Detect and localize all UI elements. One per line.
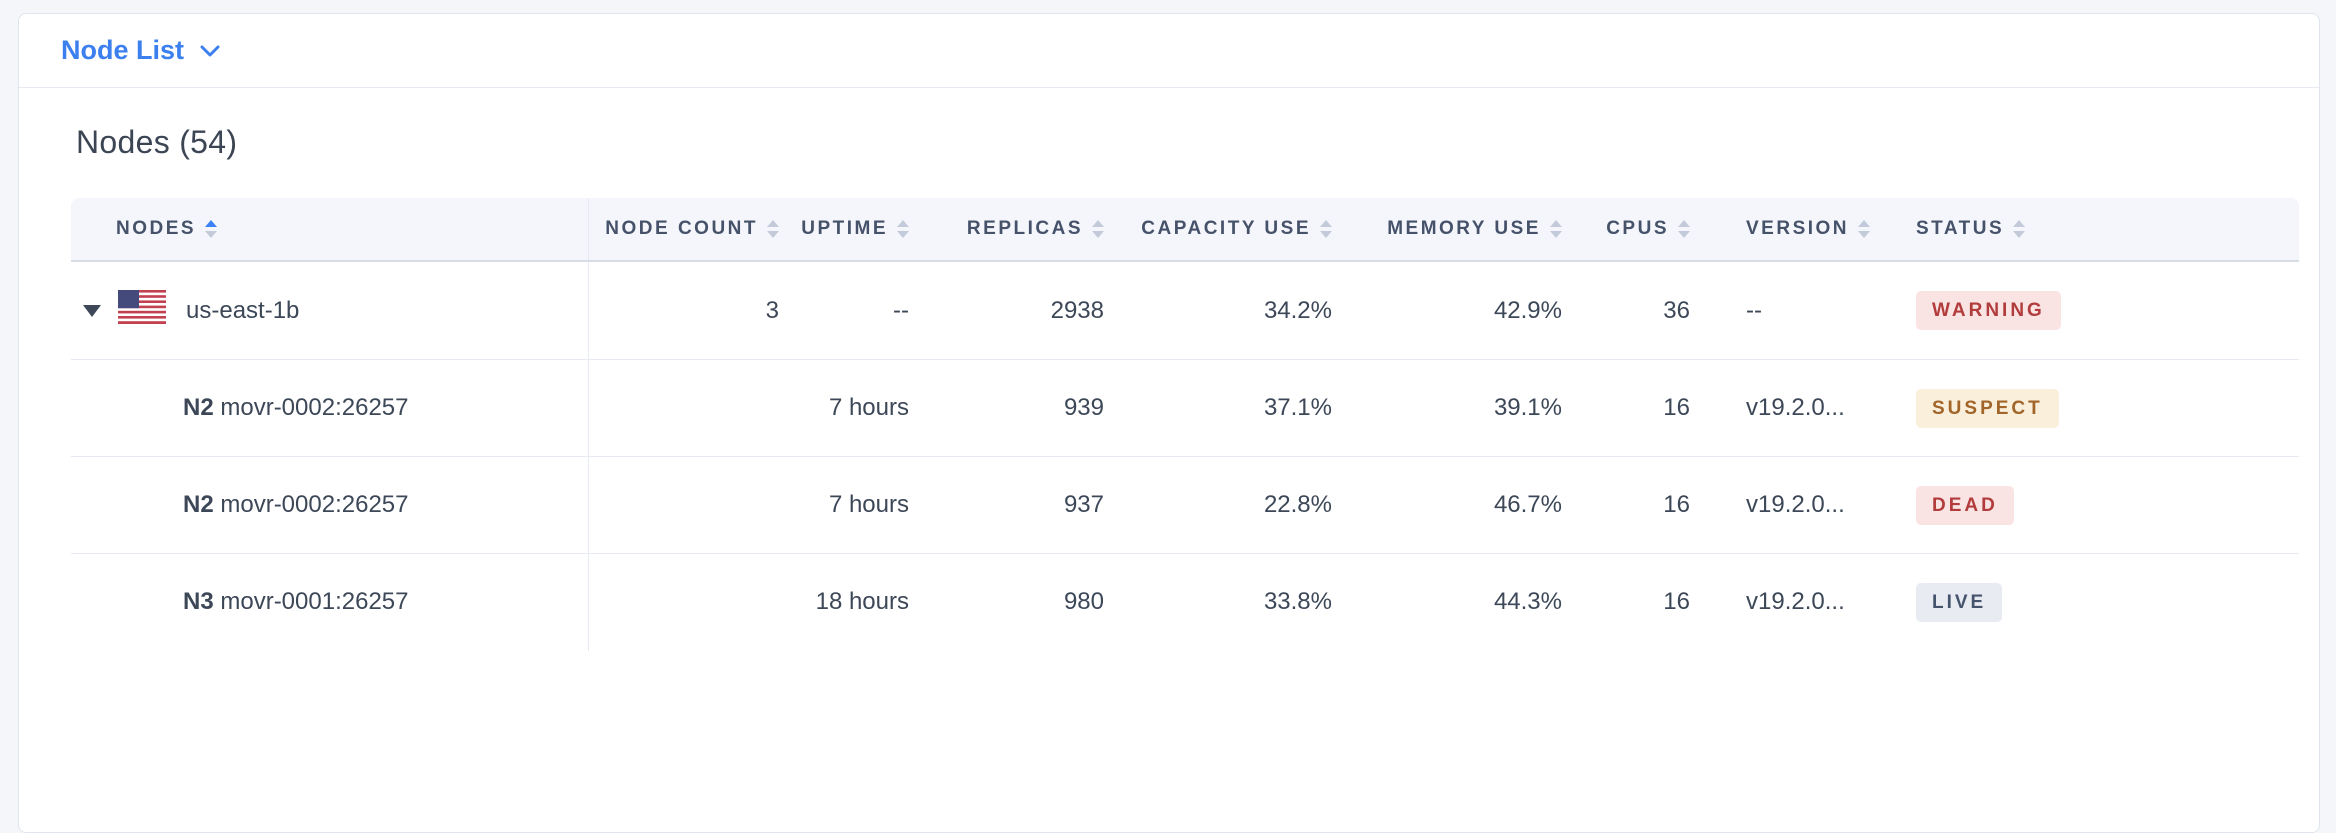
cell-cpus: 16: [1576, 359, 1704, 457]
cell-capacity-use: 33.8%: [1118, 553, 1346, 651]
column-header-uptime[interactable]: UPTIME: [793, 198, 923, 262]
status-badge: WARNING: [1916, 291, 2061, 330]
cell-node-count: [588, 456, 793, 554]
column-label: NODE COUNT: [605, 218, 758, 239]
column-label: NODES: [116, 218, 197, 239]
sort-icon: [767, 220, 779, 238]
cell-cpus: 36: [1576, 261, 1704, 360]
cell-uptime: --: [793, 261, 923, 360]
sort-icon: [897, 220, 909, 238]
cell-status: DEAD: [1876, 456, 2299, 554]
column-header-status[interactable]: STATUS: [1876, 198, 2299, 262]
sort-icon: [2013, 220, 2026, 238]
column-header-cpus[interactable]: CPUS: [1576, 198, 1704, 262]
sort-icon: [1550, 220, 1562, 238]
column-header-version[interactable]: VERSION: [1704, 198, 1876, 262]
cell-cpus: 16: [1576, 456, 1704, 554]
cell-node-count: 3: [588, 261, 793, 360]
us-flag-icon: [118, 290, 166, 331]
column-label: CAPACITY USE: [1141, 218, 1311, 239]
cell-capacity-use: 22.8%: [1118, 456, 1346, 554]
cell-memory-use: 42.9%: [1346, 261, 1576, 360]
status-badge: DEAD: [1916, 485, 2014, 525]
nodes-table: NODES NODE COUNT UPTIME: [71, 198, 2299, 651]
sort-icon: [1092, 220, 1104, 238]
view-switcher-dropdown[interactable]: Node List: [61, 35, 220, 66]
cell-replicas: 939: [923, 359, 1118, 457]
card-header: Node List: [19, 14, 2319, 88]
cell-uptime: 7 hours: [793, 456, 923, 554]
cell-version: --: [1704, 261, 1876, 360]
column-header-replicas[interactable]: REPLICAS: [923, 198, 1118, 262]
sort-icon: [205, 220, 218, 238]
node-address: movr-0002:26257: [220, 394, 409, 421]
cell-uptime: 7 hours: [793, 359, 923, 457]
column-label: VERSION: [1746, 218, 1850, 239]
sort-icon: [1678, 220, 1690, 238]
node-row: N2 movr-0002:26257 7 hours 939 37.1% 39.…: [71, 359, 2299, 457]
cell-memory-use: 39.1%: [1346, 359, 1576, 457]
cell-cpus: 16: [1576, 553, 1704, 651]
cell-version: v19.2.0...: [1704, 553, 1876, 651]
cell-status: WARNING: [1876, 261, 2299, 360]
region-name[interactable]: us-east-1b: [186, 296, 300, 324]
node-link[interactable]: N2 movr-0002:26257: [71, 394, 588, 422]
column-label: CPUS: [1606, 218, 1669, 239]
table-header-row: NODES NODE COUNT UPTIME: [71, 198, 2299, 262]
status-badge: LIVE: [1916, 582, 2003, 622]
node-list-card: Node List Nodes (54) NODES: [18, 13, 2320, 833]
status-badge: SUSPECT: [1916, 388, 2059, 428]
node-row: N2 movr-0002:26257 7 hours 937 22.8% 46.…: [71, 456, 2299, 554]
column-label: UPTIME: [801, 218, 888, 239]
chevron-down-icon: [200, 44, 220, 62]
cell-memory-use: 46.7%: [1346, 456, 1576, 554]
region-row: us-east-1b 3 -- 2938 34.2% 42.9% 36 -- W…: [71, 261, 2299, 360]
node-link[interactable]: N3 movr-0001:26257: [71, 588, 588, 616]
cell-version: v19.2.0...: [1704, 456, 1876, 554]
column-label: STATUS: [1916, 218, 2005, 239]
sort-icon: [1858, 220, 1871, 238]
nodes-panel: Nodes (54) NODES NODE COUNT: [19, 124, 2319, 651]
cell-node-count: [588, 553, 793, 651]
cell-version: v19.2.0...: [1704, 359, 1876, 457]
cell-capacity-use: 37.1%: [1118, 359, 1346, 457]
cell-replicas: 2938: [923, 261, 1118, 360]
cell-status: SUSPECT: [1876, 359, 2299, 457]
node-address: movr-0001:26257: [220, 588, 409, 616]
cell-replicas: 937: [923, 456, 1118, 554]
expand-collapse-toggle[interactable]: [83, 304, 101, 317]
sort-icon: [1320, 220, 1332, 238]
node-id: N2: [183, 394, 214, 421]
cell-uptime: 18 hours: [793, 553, 923, 651]
column-header-capacity-use[interactable]: CAPACITY USE: [1118, 198, 1346, 262]
node-id: N2: [183, 491, 214, 518]
cell-capacity-use: 34.2%: [1118, 261, 1346, 360]
cell-status: LIVE: [1876, 553, 2299, 651]
cell-replicas: 980: [923, 553, 1118, 651]
column-header-nodes[interactable]: NODES: [71, 198, 589, 262]
node-link[interactable]: N2 movr-0002:26257: [71, 491, 588, 519]
column-header-memory-use[interactable]: MEMORY USE: [1346, 198, 1576, 262]
column-label: REPLICAS: [966, 218, 1083, 239]
page-title: Nodes (54): [76, 124, 238, 160]
column-header-node-count[interactable]: NODE COUNT: [588, 198, 793, 262]
view-switcher-label: Node List: [61, 35, 185, 65]
cell-memory-use: 44.3%: [1346, 553, 1576, 651]
cell-node-count: [588, 359, 793, 457]
column-label: MEMORY USE: [1387, 218, 1541, 239]
node-row: N3 movr-0001:26257 18 hours 980 33.8% 44…: [71, 553, 2299, 651]
node-id: N3: [183, 588, 214, 616]
node-address: movr-0002:26257: [220, 491, 409, 518]
